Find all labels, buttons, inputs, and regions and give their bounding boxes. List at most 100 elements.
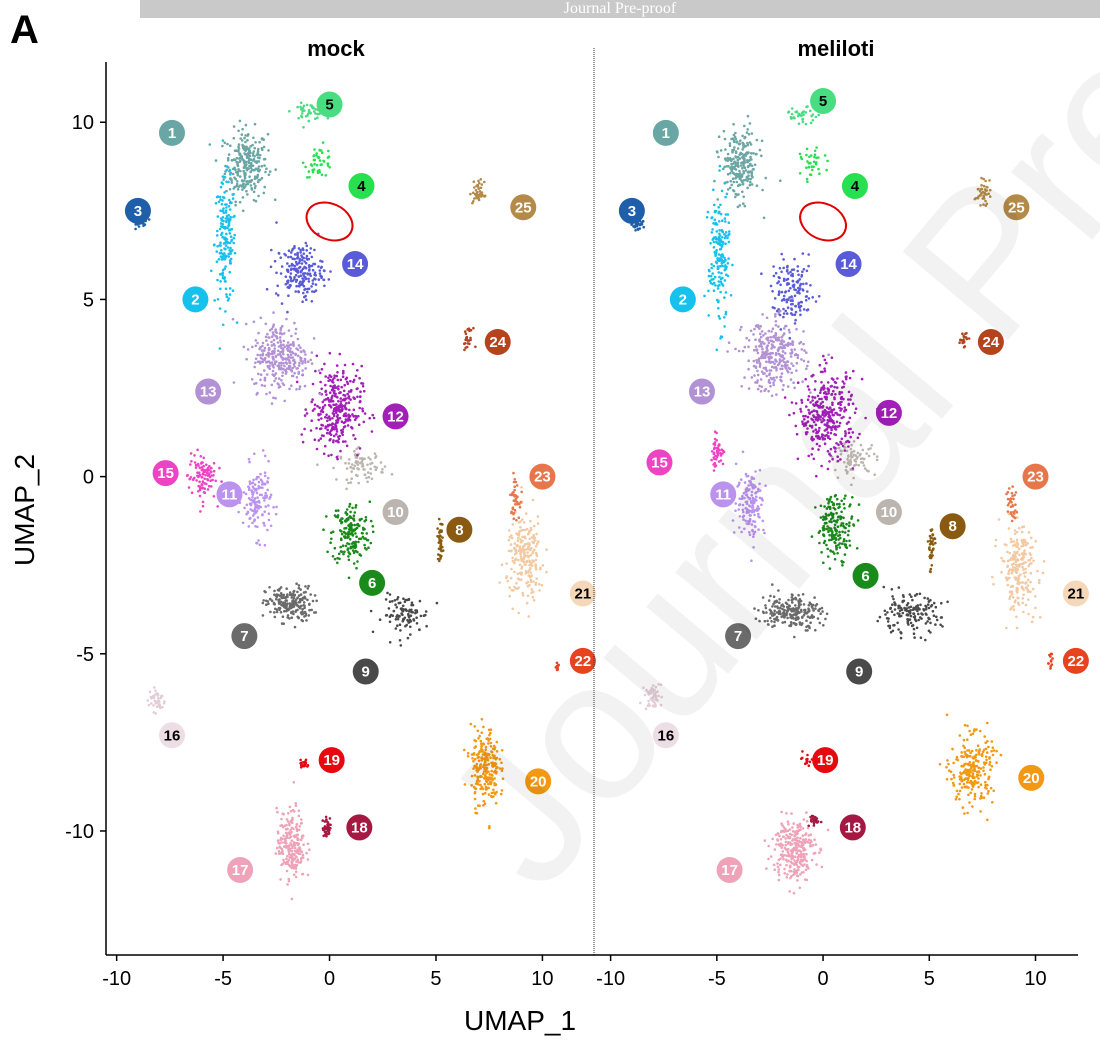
point <box>743 527 746 531</box>
cluster-10-points <box>316 445 394 491</box>
point <box>717 271 721 274</box>
point <box>263 369 266 372</box>
point <box>287 844 291 848</box>
point <box>807 161 811 165</box>
point <box>723 217 727 220</box>
point <box>721 254 725 258</box>
point <box>321 141 325 144</box>
point <box>251 509 254 512</box>
point <box>303 610 307 614</box>
point <box>474 811 477 815</box>
point <box>859 443 863 447</box>
point <box>500 749 504 752</box>
point <box>821 420 824 423</box>
point <box>794 604 797 607</box>
point <box>317 369 321 372</box>
point <box>477 179 480 183</box>
point <box>818 541 821 545</box>
cluster-2-points <box>703 164 734 352</box>
point <box>301 272 305 275</box>
point <box>473 764 476 768</box>
point <box>284 841 287 844</box>
point <box>852 369 855 373</box>
point <box>485 771 488 775</box>
point <box>302 291 305 295</box>
point <box>203 477 206 481</box>
point <box>752 535 755 538</box>
point <box>805 177 809 181</box>
point <box>479 787 483 791</box>
point <box>345 467 349 470</box>
point <box>357 467 360 471</box>
point <box>399 629 402 632</box>
point <box>720 229 723 232</box>
point <box>744 488 748 491</box>
point <box>325 515 328 518</box>
point <box>925 613 928 616</box>
point <box>634 224 638 228</box>
point <box>190 491 194 495</box>
point <box>728 142 732 145</box>
point <box>287 355 291 359</box>
point <box>511 607 514 611</box>
point <box>225 232 228 236</box>
point <box>257 372 260 376</box>
point <box>320 427 323 430</box>
point <box>475 762 479 766</box>
point <box>261 449 265 452</box>
point <box>380 470 383 474</box>
point <box>309 274 313 278</box>
point <box>301 610 304 614</box>
point <box>716 198 719 201</box>
point <box>214 201 218 205</box>
point <box>328 351 332 355</box>
point <box>743 145 747 148</box>
cluster-4-points <box>798 146 829 183</box>
point <box>807 408 810 412</box>
point <box>930 528 934 531</box>
point <box>229 144 232 147</box>
point <box>270 402 274 405</box>
cluster-24-points <box>463 326 477 352</box>
point <box>229 262 233 265</box>
point <box>510 493 514 497</box>
point <box>743 124 746 128</box>
point <box>825 412 828 415</box>
point <box>928 570 932 573</box>
point <box>361 458 365 461</box>
point <box>466 339 469 342</box>
point <box>285 857 288 861</box>
point <box>313 273 317 277</box>
point <box>291 374 295 378</box>
point <box>832 519 836 523</box>
point <box>297 809 301 813</box>
cluster-label-text: 17 <box>232 862 249 879</box>
point <box>478 181 481 185</box>
point <box>813 149 817 153</box>
point <box>528 563 531 567</box>
highlight-outline <box>305 201 354 242</box>
point <box>836 425 839 429</box>
point <box>327 149 330 153</box>
point <box>365 476 368 480</box>
point <box>299 861 302 864</box>
point <box>917 606 920 610</box>
point <box>720 240 723 243</box>
point <box>831 403 834 407</box>
point <box>294 332 297 335</box>
point <box>760 139 764 143</box>
point <box>835 497 839 501</box>
point <box>264 322 268 326</box>
point <box>323 826 327 829</box>
point <box>233 233 236 237</box>
point <box>466 342 470 345</box>
point <box>742 195 745 199</box>
point <box>266 480 269 483</box>
point <box>267 336 270 339</box>
point <box>282 343 285 347</box>
point <box>278 852 281 856</box>
point <box>761 188 764 192</box>
point <box>134 223 137 226</box>
point <box>303 357 307 361</box>
point <box>328 391 332 395</box>
